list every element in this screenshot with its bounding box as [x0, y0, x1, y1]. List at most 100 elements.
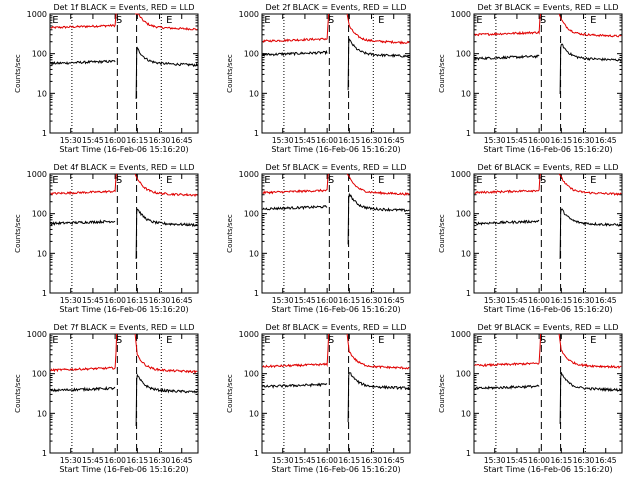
events-series-line	[474, 384, 540, 390]
plot-frame	[261, 13, 411, 134]
event-marker-letter: E	[590, 175, 596, 186]
y-tick-label: 1000	[239, 330, 259, 339]
y-tick-label: 100	[32, 50, 47, 59]
y-tick-label: 10	[461, 409, 471, 418]
x-tick-label: 15:45	[82, 456, 104, 465]
lld-series-line	[50, 173, 118, 196]
x-tick-label: 16:00	[104, 136, 126, 145]
x-tick-label: 16:30	[149, 456, 171, 465]
y-tick-label: 10	[37, 249, 47, 258]
x-tick-label: 16:45	[171, 456, 193, 465]
lld-series-line	[346, 333, 410, 370]
x-tick-label: 15:30	[272, 296, 294, 305]
y-axis-label: Counts/sec	[226, 54, 234, 93]
y-axis-label: Counts/sec	[14, 54, 22, 93]
y-axis-label: Counts/sec	[438, 374, 446, 413]
y-tick-label: 1000	[27, 330, 47, 339]
x-axis-label: Start Time (16-Feb-06 15:16:20)	[271, 305, 400, 314]
x-tick-label: 15:45	[506, 296, 528, 305]
x-tick-label: 16:45	[383, 136, 405, 145]
lld-series-line	[558, 173, 622, 197]
plot-frame	[473, 13, 623, 134]
event-marker-letter: E	[166, 335, 172, 346]
event-marker-letter: E	[476, 175, 482, 186]
y-tick-label: 1	[254, 449, 259, 458]
x-tick-label: 16:15	[127, 136, 149, 145]
y-tick-label: 1000	[451, 330, 471, 339]
x-tick-label: 16:00	[104, 456, 126, 465]
x-tick-label: 15:45	[294, 136, 316, 145]
lld-series-line	[50, 13, 117, 30]
events-series-line	[347, 372, 410, 423]
y-tick-label: 1000	[27, 10, 47, 19]
x-tick-label: 16:30	[361, 296, 383, 305]
x-axis-label: Start Time (16-Feb-06 15:16:20)	[483, 465, 612, 474]
event-marker-letter: E	[52, 15, 58, 26]
lld-series-line	[558, 333, 622, 369]
plot-frame	[261, 173, 411, 294]
x-tick-label: 16:30	[149, 136, 171, 145]
y-tick-label: 1000	[239, 170, 259, 179]
panel-det-9: Det 9f BLACK = Events, RED = LLD 1 10 100 10…	[438, 323, 623, 474]
panel-det-5: Det 5f BLACK = Events, RED = LLD 1 10 100 10…	[226, 163, 411, 314]
x-tick-label: 16:15	[339, 456, 361, 465]
y-tick-label: 10	[249, 249, 259, 258]
plot-frame	[473, 333, 623, 454]
x-tick-label: 16:00	[316, 296, 338, 305]
x-tick-label: 16:45	[595, 296, 617, 305]
event-marker-letter: E	[378, 15, 384, 26]
y-tick-label: 10	[249, 89, 259, 98]
events-series-line	[474, 219, 540, 226]
y-axis-label: Counts/sec	[226, 214, 234, 253]
plot-frame	[473, 173, 623, 294]
x-tick-label: 16:00	[316, 456, 338, 465]
x-tick-label: 16:45	[383, 296, 405, 305]
x-tick-label: 16:15	[339, 136, 361, 145]
lld-series-line	[262, 333, 330, 369]
y-axis-label: Counts/sec	[438, 214, 446, 253]
x-tick-label: 15:30	[60, 136, 82, 145]
panel-title: Det 3f BLACK = Events, RED = LLD	[477, 3, 618, 12]
x-tick-label: 16:30	[573, 296, 595, 305]
events-series-line	[474, 54, 540, 61]
event-marker-letter: E	[52, 175, 58, 186]
y-axis-label: Counts/sec	[226, 374, 234, 413]
events-series-line	[559, 208, 622, 260]
plot-frame	[49, 13, 199, 134]
event-marker-letter: E	[590, 335, 596, 346]
lld-series-line	[474, 13, 542, 37]
events-series-line	[50, 219, 116, 226]
x-tick-label: 16:15	[127, 456, 149, 465]
events-series-line	[262, 49, 328, 57]
y-tick-label: 100	[244, 50, 259, 59]
y-axis-label: Counts/sec	[438, 54, 446, 93]
event-marker-letter: E	[378, 335, 384, 346]
panel-det-8: Det 8f BLACK = Events, RED = LLD 1 10 100 10…	[226, 323, 411, 474]
y-tick-label: 100	[456, 210, 471, 219]
panel-det-6: Det 6f BLACK = Events, RED = LLD 1 10 100 10…	[438, 163, 623, 314]
event-marker-letter: S	[116, 15, 122, 26]
panel-det-1: Det 1f BLACK = Events, RED = LLD 1 10 100 10…	[14, 3, 199, 154]
x-tick-label: 16:30	[573, 456, 595, 465]
panel-title: Det 1f BLACK = Events, RED = LLD	[53, 3, 194, 12]
event-marker-letter: S	[116, 335, 122, 346]
events-series-line	[347, 38, 410, 91]
x-tick-label: 16:00	[316, 136, 338, 145]
panel-title: Det 8f BLACK = Events, RED = LLD	[265, 323, 406, 332]
x-tick-label: 16:00	[528, 456, 550, 465]
x-tick-label: 16:15	[127, 296, 149, 305]
y-tick-label: 1	[42, 289, 47, 298]
x-tick-label: 16:45	[595, 136, 617, 145]
x-tick-label: 15:45	[82, 296, 104, 305]
y-tick-label: 10	[37, 409, 47, 418]
y-tick-label: 1	[254, 289, 259, 298]
event-marker-letter: E	[264, 15, 270, 26]
panel-det-2: Det 2f BLACK = Events, RED = LLD 1 10 100 10…	[226, 3, 411, 154]
x-tick-label: 15:30	[60, 456, 82, 465]
events-series-line	[50, 385, 116, 393]
events-series-line	[347, 192, 410, 245]
x-tick-label: 16:00	[528, 296, 550, 305]
events-series-line	[262, 204, 328, 211]
event-marker-letter: S	[328, 175, 334, 186]
y-axis-label: Counts/sec	[14, 374, 22, 413]
